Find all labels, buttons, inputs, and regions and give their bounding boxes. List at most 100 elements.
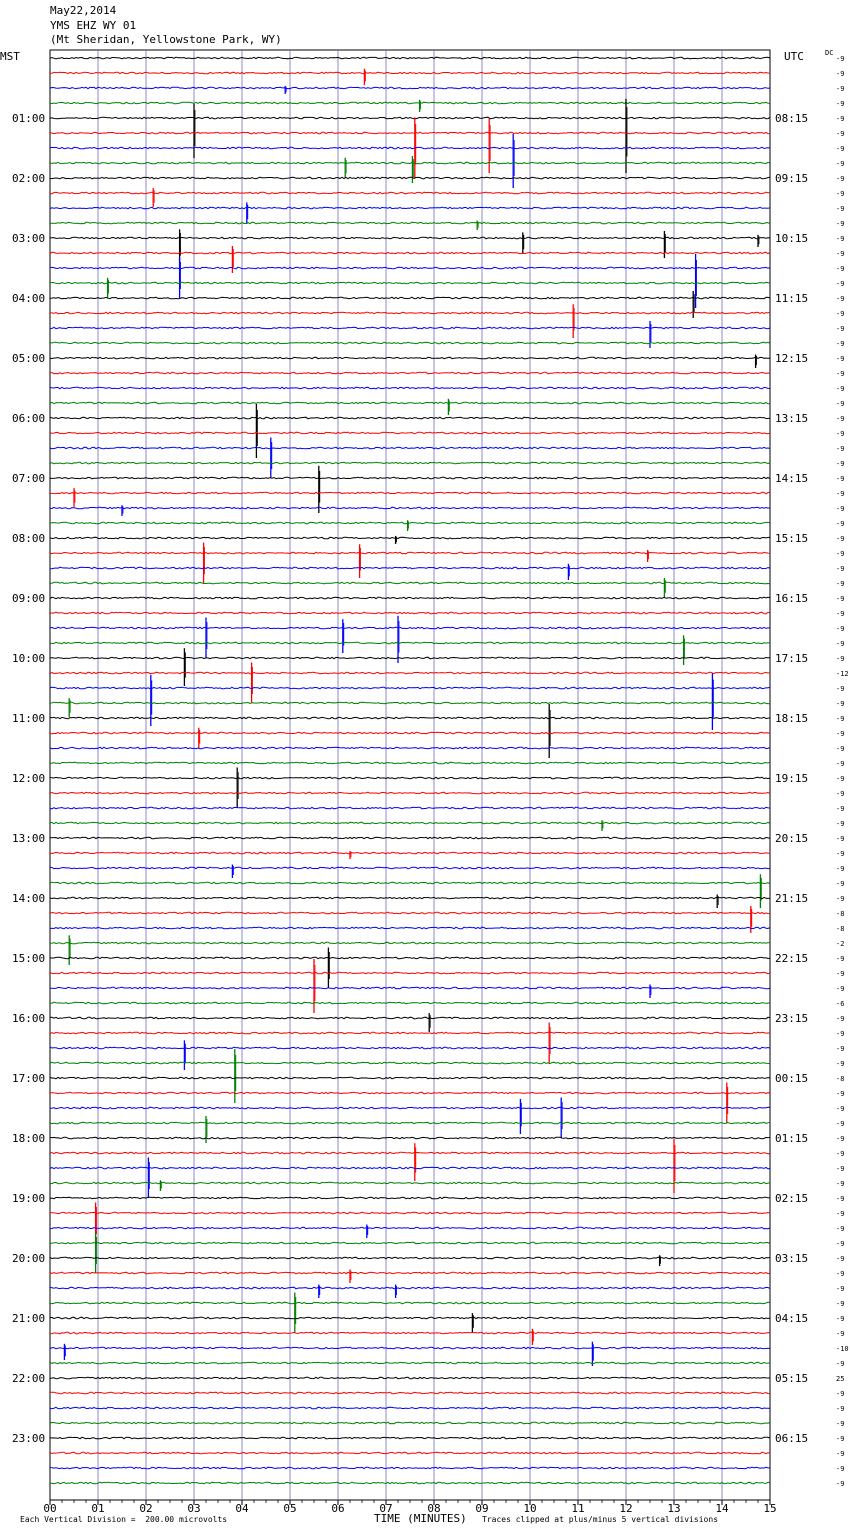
trace-row xyxy=(50,821,771,825)
dc-offset-label: -9 xyxy=(836,1315,844,1323)
mst-hour-label: 18:00 xyxy=(12,1132,45,1145)
trace-row xyxy=(49,251,771,255)
dc-offset-label: -9 xyxy=(836,1060,844,1068)
dc-offset-label: -9 xyxy=(836,1165,844,1173)
dc-offset-label: -9 xyxy=(836,310,844,318)
dc-offset-label: -9 xyxy=(836,475,844,483)
header-location: (Mt Sheridan, Yellowstone Park, WY) xyxy=(50,33,282,46)
dc-offset-label: -9 xyxy=(836,1285,844,1293)
utc-hour-label: 13:15 xyxy=(775,412,808,425)
trace-row xyxy=(49,1241,771,1245)
trace-row xyxy=(49,1301,771,1305)
header-station: YMS EHZ WY 01 xyxy=(50,19,137,32)
dc-offset-label: -9 xyxy=(836,370,844,378)
dc-offset-label: -9 xyxy=(836,160,844,168)
trace-row xyxy=(49,896,771,900)
dc-offset-label: -9 xyxy=(836,1135,844,1143)
trace-row xyxy=(49,656,771,660)
footer-clip-note: Traces clipped at plus/minus 5 vertical … xyxy=(482,1515,719,1524)
trace-row xyxy=(49,686,771,690)
trace-row xyxy=(49,1091,771,1095)
dc-offset-label: -9 xyxy=(836,430,844,438)
trace-row xyxy=(49,1346,771,1350)
trace-row xyxy=(49,176,771,180)
trace-row xyxy=(49,1121,771,1125)
trace-row xyxy=(49,1286,771,1290)
dc-offset-label: -9 xyxy=(836,1195,844,1203)
dc-offset-label: -9 xyxy=(836,1030,844,1038)
dc-offset-label: -9 xyxy=(836,1150,844,1158)
mst-hour-label: 21:00 xyxy=(12,1312,45,1325)
mst-hour-label: 10:00 xyxy=(12,652,45,665)
x-tick-label: 14 xyxy=(715,1502,729,1515)
trace-row xyxy=(49,356,771,360)
mst-hour-label: 20:00 xyxy=(12,1252,45,1265)
dc-offset-label: -9 xyxy=(836,640,844,648)
dc-offset-label: -9 xyxy=(836,520,844,528)
dc-offset-label: -9 xyxy=(836,1090,844,1098)
dc-offset-label: -9 xyxy=(836,205,844,213)
trace-row xyxy=(49,416,771,420)
mst-hour-label: 09:00 xyxy=(12,592,45,605)
dc-offset-label: -9 xyxy=(836,1480,844,1488)
dc-offset-label: -12 xyxy=(836,670,849,678)
dc-offset-label: -9 xyxy=(836,1405,844,1413)
trace-row xyxy=(49,536,771,540)
trace-row xyxy=(49,71,771,75)
utc-hour-label: 16:15 xyxy=(775,592,808,605)
trace-row xyxy=(49,746,771,750)
utc-hour-label: 21:15 xyxy=(775,892,808,905)
trace-row xyxy=(49,1106,771,1110)
trace-row xyxy=(49,1151,771,1155)
mst-hour-label: 13:00 xyxy=(12,832,45,845)
dc-offset-label: -9 xyxy=(836,490,844,498)
dc-offset-label: -9 xyxy=(836,220,844,228)
trace-row xyxy=(50,986,771,990)
utc-hour-label: 20:15 xyxy=(775,832,808,845)
utc-hour-label: 06:15 xyxy=(775,1432,808,1445)
dc-offset-label: -9 xyxy=(836,820,844,828)
trace-row xyxy=(49,956,771,960)
trace-row xyxy=(49,836,771,840)
utc-hour-label: 10:15 xyxy=(775,232,808,245)
dc-offset-label: -9 xyxy=(836,1390,844,1398)
trace-row xyxy=(49,881,771,885)
dc-offset-label: -9 xyxy=(836,835,844,843)
mst-hour-label: 16:00 xyxy=(12,1012,45,1025)
dc-offset-label: -9 xyxy=(836,145,844,153)
mst-hour-label: 08:00 xyxy=(12,532,45,545)
dc-offset-label: -9 xyxy=(836,175,844,183)
dc-offset-label: -9 xyxy=(836,1015,844,1023)
trace-row xyxy=(49,431,771,435)
mst-hour-label: 07:00 xyxy=(12,472,45,485)
dc-offset-label: -9 xyxy=(836,505,844,513)
left-axis-label: MST xyxy=(0,50,20,63)
dc-offset-label: -9 xyxy=(836,400,844,408)
dc-offset-label: -9 xyxy=(836,1300,844,1308)
right-axis-label: UTC xyxy=(784,50,804,63)
dc-offset-label: -9 xyxy=(836,115,844,123)
dc-offset-label: -9 xyxy=(836,580,844,588)
dc-offset-label: -9 xyxy=(836,1450,844,1458)
x-tick-label: 11 xyxy=(571,1502,584,1515)
mst-hour-label: 23:00 xyxy=(12,1432,45,1445)
trace-row xyxy=(49,86,771,90)
trace-row xyxy=(49,776,771,780)
dc-offset-label: -6 xyxy=(836,1000,844,1008)
mst-hour-label: 12:00 xyxy=(12,772,45,785)
dc-offset-label: -9 xyxy=(836,1420,844,1428)
dc-offset-label: -9 xyxy=(836,700,844,708)
trace-row xyxy=(49,971,771,975)
dc-offset-label: -9 xyxy=(836,85,844,93)
mst-hour-label: 04:00 xyxy=(12,292,45,305)
dc-offset-label: -9 xyxy=(836,340,844,348)
utc-hour-label: 02:15 xyxy=(775,1192,808,1205)
dc-offset-label: -9 xyxy=(836,130,844,138)
x-tick-label: 09 xyxy=(475,1502,488,1515)
dc-offset-label: -9 xyxy=(836,850,844,858)
dc-offset-label: -9 xyxy=(836,535,844,543)
trace-row xyxy=(49,806,771,810)
trace-row xyxy=(49,206,771,210)
trace-row xyxy=(49,236,771,240)
